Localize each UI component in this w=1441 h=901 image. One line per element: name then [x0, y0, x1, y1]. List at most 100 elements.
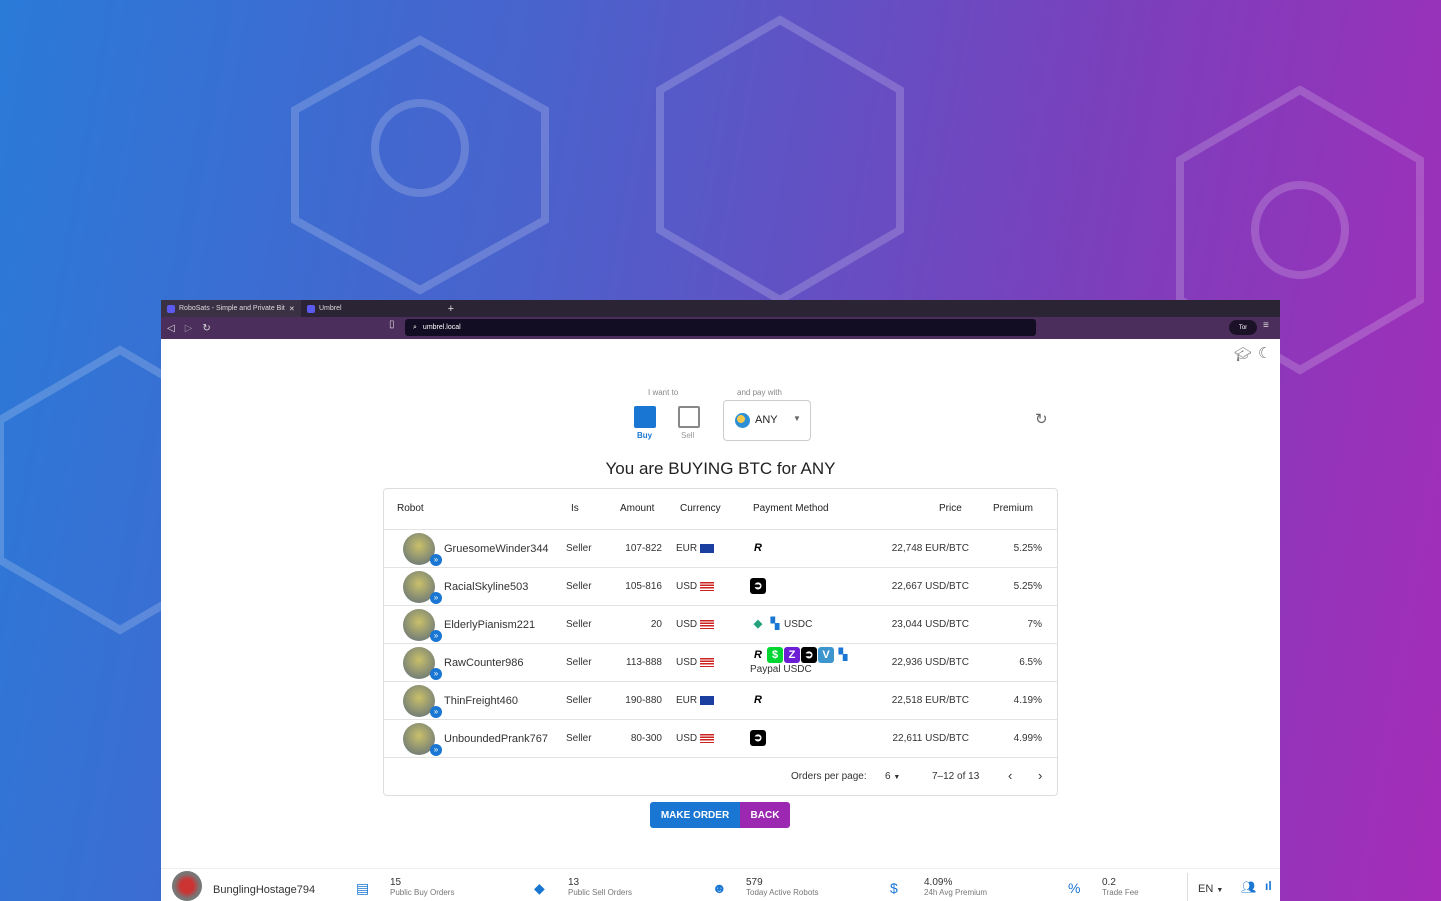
table-row[interactable]: » RacialSkyline503 Seller 105-816 USD ➲ … — [384, 567, 1058, 605]
tag-icon: ◆ — [534, 880, 545, 896]
send-icon: » — [430, 630, 442, 642]
stat-item: 13 Public Sell Orders — [568, 877, 632, 897]
user-nickname[interactable]: BunglingHostage794 — [213, 884, 316, 896]
robot-avatar[interactable] — [403, 647, 435, 679]
url-text: umbrel.local — [422, 324, 461, 331]
premium: 4.19% — [1013, 695, 1042, 706]
next-page-icon[interactable]: › — [1038, 768, 1043, 783]
tor-button[interactable]: Tor — [1229, 320, 1257, 335]
price: 22,667 USD/BTC — [891, 581, 969, 592]
robot-icon: ☻ — [712, 880, 727, 896]
bookmark-icon[interactable]: ▯ — [389, 319, 395, 330]
umbrel-favicon-icon — [307, 304, 315, 313]
robot-avatar[interactable] — [403, 685, 435, 717]
buy-label: Buy — [637, 431, 653, 440]
table-row[interactable]: » UnboundedPrank767 Seller 80-300 USD ➲ … — [384, 719, 1058, 757]
robot-avatar[interactable] — [403, 533, 435, 565]
us-flag-icon — [700, 619, 715, 629]
dark-mode-icon[interactable]: ☾ — [1258, 345, 1272, 362]
order-type: Seller — [566, 543, 592, 554]
stat-item: 579 Today Active Robots — [746, 877, 818, 897]
robot-avatar[interactable] — [403, 609, 435, 641]
sell-label: Sell — [681, 431, 695, 440]
eu-flag-icon — [700, 543, 715, 553]
header-amount[interactable]: Amount — [620, 503, 655, 514]
send-icon: » — [430, 592, 442, 604]
stat-value: 15 — [390, 877, 402, 888]
header-currency[interactable]: Currency — [680, 503, 721, 514]
back-icon[interactable]: ◁ — [167, 322, 175, 334]
back-button[interactable]: BACK — [740, 802, 790, 828]
tab-umbrel[interactable]: Umbrel — [301, 300, 348, 317]
zelle-icon: Z — [784, 647, 800, 663]
revolut-icon: R — [750, 540, 766, 557]
community-icon[interactable]: 👥︎ — [1241, 880, 1257, 894]
currency-code: USD — [676, 581, 698, 592]
search-icon: ⌕ — [413, 323, 417, 331]
header-is[interactable]: Is — [571, 503, 579, 514]
currency-code: EUR — [676, 543, 698, 554]
table-row[interactable]: » ThinFreight460 Seller 190-880 EUR R 22… — [384, 681, 1058, 719]
per-page-select[interactable]: 6 ▼ — [885, 771, 900, 782]
currency-code: USD — [676, 657, 698, 668]
tab-robosats[interactable]: RoboSats - Simple and Private Bit ✕ — [161, 300, 301, 317]
chevron-down-icon: ▼ — [1216, 887, 1224, 894]
refresh-icon[interactable]: ↻ — [1035, 411, 1048, 428]
percent-icon: % — [1068, 880, 1081, 896]
premium: 7% — [1027, 619, 1042, 630]
want-label: I want to — [648, 388, 679, 397]
prev-page-icon[interactable]: ‹ — [1008, 768, 1013, 783]
robot-avatar[interactable] — [403, 723, 435, 755]
stat-value: 4.09% — [924, 877, 953, 888]
premium: 5.25% — [1013, 581, 1042, 592]
make-order-button[interactable]: MAKE ORDER — [650, 802, 740, 828]
table-row[interactable]: » ElderlyPianism221 Seller 20 USD ◆ ▚ USDC… — [384, 605, 1058, 643]
venmo-icon: V — [818, 647, 834, 663]
header-payment-method[interactable]: Payment Method — [753, 503, 829, 514]
language-value: EN — [1198, 883, 1214, 895]
send-icon: » — [430, 668, 442, 680]
stat-label: Trade Fee — [1102, 888, 1139, 897]
stat-label: Public Buy Orders — [390, 888, 455, 897]
forward-icon[interactable]: ▷ — [184, 322, 193, 334]
amount: 20 — [650, 619, 662, 630]
close-tab-icon[interactable]: ✕ — [288, 305, 295, 313]
header-premium[interactable]: Premium — [993, 503, 1034, 514]
reload-icon[interactable]: ↻ — [202, 322, 211, 334]
payment-methods: ◆ ▚ USDC — [750, 606, 812, 644]
new-tab-button[interactable]: + — [447, 302, 454, 315]
table-row[interactable]: » RawCounter986 Seller 113-888 USD R $ Z ➲ V… — [384, 643, 1058, 681]
address-bar[interactable]: ⌕ umbrel.local — [405, 319, 1036, 336]
sell-toggle[interactable] — [678, 406, 700, 428]
order-type: Seller — [566, 695, 592, 706]
buy-toggle[interactable] — [634, 406, 656, 428]
amount: 105-816 — [625, 581, 662, 592]
header-robot[interactable]: Robot — [397, 503, 424, 514]
user-avatar[interactable] — [172, 871, 202, 901]
send-icon: » — [430, 744, 442, 756]
robot-name: RacialSkyline503 — [444, 581, 529, 593]
currency: USD — [676, 568, 715, 606]
stat-label: Today Active Robots — [746, 888, 819, 897]
us-flag-icon — [700, 733, 715, 743]
chevron-down-icon: ▼ — [893, 774, 901, 781]
currency: EUR — [676, 530, 715, 568]
robot-name: ElderlyPianism221 — [444, 619, 536, 631]
currency-select[interactable]: ANY ▼ — [723, 400, 811, 441]
robot-name: GruesomeWinder344 — [444, 543, 549, 555]
stat-item: 15 Public Buy Orders — [390, 877, 454, 897]
pay-label: and pay with — [737, 388, 782, 397]
currency: EUR — [676, 682, 715, 720]
robot-avatar[interactable] — [403, 571, 435, 603]
currency: USD — [676, 644, 715, 682]
learn-icon[interactable]: 🎓︎ — [1234, 346, 1252, 362]
order-type: Seller — [566, 733, 592, 744]
language-select[interactable]: EN ▼ — [1187, 873, 1235, 901]
stats-icon[interactable]: ıl — [1265, 879, 1272, 893]
table-row[interactable]: » GruesomeWinder344 Seller 107-822 EUR R… — [384, 529, 1058, 567]
payment-text: USDC — [784, 619, 813, 630]
menu-icon[interactable]: ≡ — [1263, 320, 1269, 331]
order-type: Seller — [566, 619, 592, 630]
premium: 5.25% — [1013, 543, 1042, 554]
header-price[interactable]: Price — [939, 503, 962, 514]
